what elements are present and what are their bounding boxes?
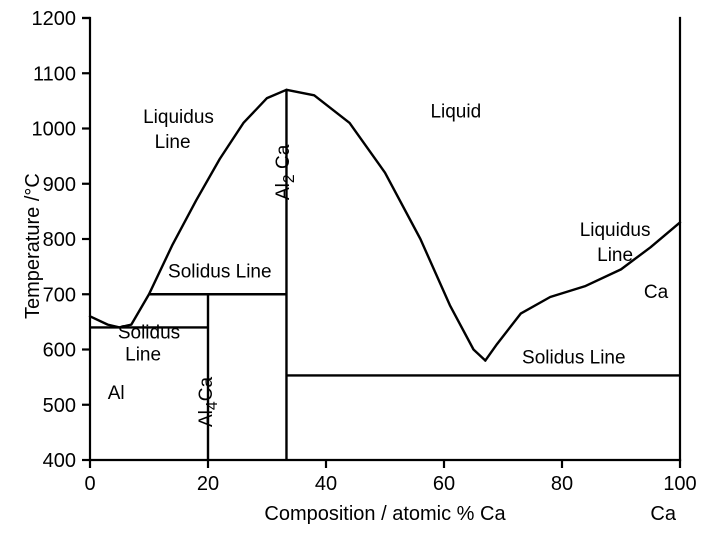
svg-text:Composition / atomic % Ca: Composition / atomic % Ca	[264, 503, 506, 525]
svg-text:700: 700	[43, 284, 76, 306]
svg-text:1100: 1100	[33, 63, 76, 85]
phase-diagram-chart: 0 20 40 60 80 100 Composition / atomic % Ca Ca 4…	[0, 0, 711, 538]
compound-label-al4ca: Al4Ca	[196, 377, 222, 427]
svg-text:600: 600	[43, 340, 76, 362]
svg-text:Solidus Line: Solidus Line	[168, 262, 272, 283]
svg-text:60: 60	[433, 473, 455, 495]
chart-svg: 0 20 40 60 80 100 Composition / atomic % Ca Ca 4…	[0, 0, 711, 538]
svg-text:800: 800	[43, 229, 76, 251]
svg-text:Line: Line	[597, 245, 633, 266]
svg-text:1200: 1200	[32, 8, 77, 30]
compound-label-al2ca: Al2 Ca	[273, 145, 299, 200]
svg-text:Al: Al	[108, 383, 125, 404]
svg-text:500: 500	[43, 395, 76, 417]
svg-text:80: 80	[551, 473, 573, 495]
svg-text:Ca: Ca	[644, 282, 669, 303]
svg-text:1000: 1000	[32, 119, 77, 141]
svg-text:Solidus: Solidus	[118, 322, 180, 343]
svg-text:0: 0	[84, 473, 95, 495]
svg-text:Liquidus: Liquidus	[580, 220, 651, 241]
svg-text:900: 900	[43, 174, 76, 196]
svg-text:400: 400	[43, 450, 76, 472]
svg-text:Ca: Ca	[650, 503, 676, 525]
svg-text:Line: Line	[155, 132, 191, 153]
svg-text:Liquid: Liquid	[430, 101, 481, 122]
svg-text:40: 40	[315, 473, 337, 495]
y-axis-label: Temperature /°C	[22, 173, 45, 319]
svg-text:20: 20	[197, 473, 219, 495]
svg-text:Line: Line	[125, 345, 161, 366]
svg-text:100: 100	[663, 473, 696, 495]
svg-text:Liquidus: Liquidus	[143, 107, 214, 128]
svg-text:Solidus Line: Solidus Line	[522, 347, 626, 368]
